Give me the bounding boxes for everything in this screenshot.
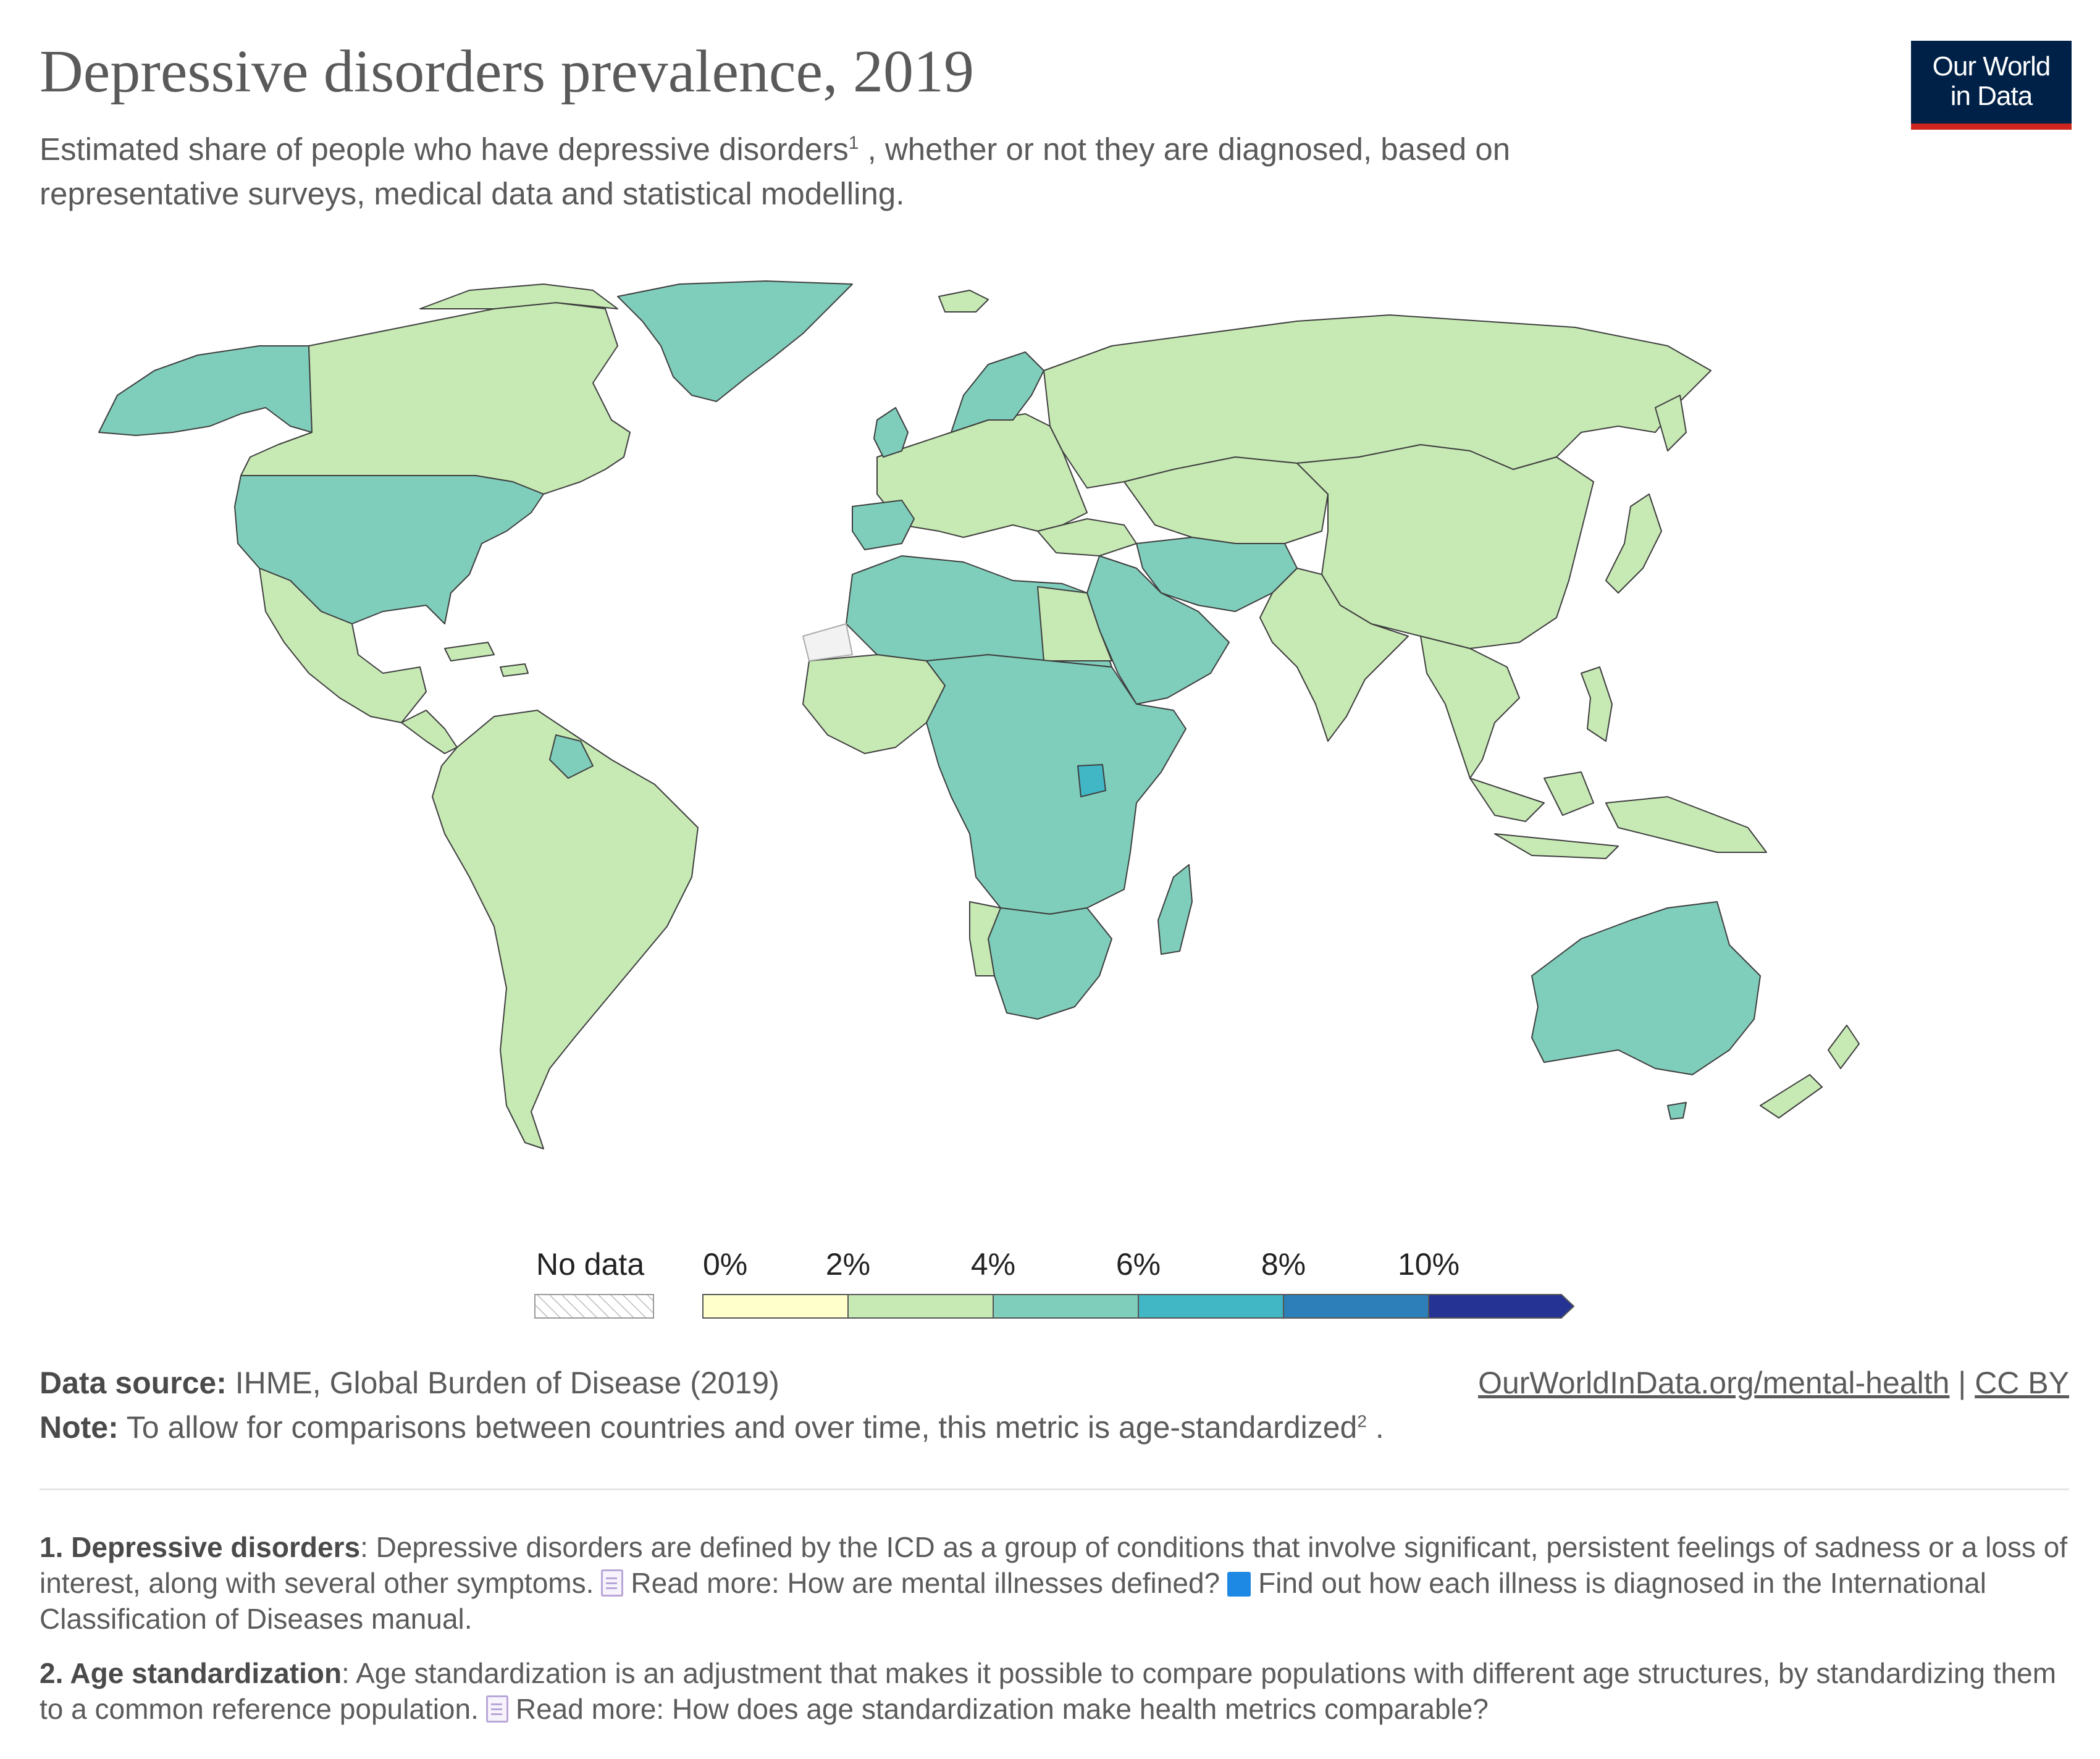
- footnote-1: 1. Depressive disorders: Depressive diso…: [40, 1529, 2072, 1637]
- book-icon: [1227, 1572, 1251, 1597]
- legend-swatch[interactable]: [1283, 1294, 1429, 1319]
- region-greenland[interactable]: [617, 280, 853, 402]
- legend-tick-label: 10%: [1398, 1247, 1460, 1282]
- region-central-asia[interactable]: [1124, 456, 1329, 544]
- region-caribbean[interactable]: [444, 642, 529, 677]
- note-label: Note:: [40, 1410, 119, 1445]
- subtitle-text-1: Estimated share of people who have depre…: [40, 132, 849, 167]
- footer-links: OurWorldInData.org/mental-health | CC BY: [1478, 1365, 2069, 1401]
- fn1-link-2[interactable]: Find out how each illness is diagnosed i…: [40, 1567, 1986, 1635]
- fn1-label: 1. Depressive disorders: [40, 1531, 361, 1563]
- legend-swatch[interactable]: [1138, 1294, 1284, 1319]
- region-japan[interactable]: [1605, 493, 1662, 594]
- region-south-america[interactable]: [432, 710, 699, 1149]
- region-mexico[interactable]: [259, 568, 427, 723]
- legend-swatch[interactable]: [993, 1294, 1139, 1319]
- legend-tick-label: 4%: [971, 1247, 1015, 1282]
- region-kamchatka[interactable]: [1655, 395, 1687, 451]
- data-source: Data source: IHME, Global Burden of Dise…: [40, 1365, 779, 1401]
- region-philippines[interactable]: [1581, 666, 1613, 742]
- fn2-text: : Age standardization is an adjustment t…: [40, 1657, 2057, 1725]
- map-legend: No data 0% 2% 4% 6% 8% 10%: [534, 1247, 1575, 1319]
- region-arctic-islands[interactable]: [419, 283, 618, 309]
- document-icon: [601, 1569, 624, 1597]
- region-tasmania[interactable]: [1667, 1102, 1687, 1120]
- footnote-2: 2. Age standardization: Age standardizat…: [40, 1655, 2072, 1727]
- region-iceland[interactable]: [938, 290, 989, 313]
- region-west-africa[interactable]: [802, 654, 946, 754]
- legend-no-data-label: No data: [536, 1247, 644, 1282]
- source-link[interactable]: OurWorldInData.org/mental-health: [1478, 1366, 1950, 1400]
- logo-line-1: Our World: [1932, 51, 2051, 82]
- legend-no-data-swatch[interactable]: [534, 1294, 654, 1319]
- legend-swatch[interactable]: [847, 1294, 994, 1319]
- legend-tick-label: 2%: [826, 1247, 870, 1282]
- region-egypt[interactable]: [1037, 586, 1112, 661]
- footer-divider: [40, 1488, 2069, 1490]
- owid-logo[interactable]: Our World in Data: [1911, 41, 2072, 130]
- chart-title: Depressive disorders prevalence, 2019: [40, 38, 975, 105]
- footnote-ref-1[interactable]: 1: [848, 133, 859, 153]
- region-namibia[interactable]: [969, 901, 1001, 976]
- region-new-zealand[interactable]: [1760, 1025, 1860, 1119]
- legend-tick-label: 0%: [703, 1247, 747, 1282]
- fn1-text: : Depressive disorders are defined by th…: [40, 1531, 2068, 1599]
- fn1-link-1[interactable]: Read more: How are mental illnesses defi…: [631, 1567, 1220, 1599]
- region-indonesia[interactable]: [1469, 771, 1767, 859]
- chart-subtitle: Estimated share of people who have depre…: [40, 121, 1707, 216]
- note-text: To allow for comparisons between countri…: [118, 1410, 1358, 1445]
- legend-swatch[interactable]: [702, 1294, 849, 1319]
- region-guianas[interactable]: [549, 734, 594, 779]
- note-end: .: [1366, 1410, 1384, 1445]
- legend-tick-label: 6%: [1116, 1247, 1161, 1282]
- region-western-sahara[interactable]: [802, 623, 853, 661]
- region-alaska[interactable]: [98, 345, 313, 436]
- region-southern-africa[interactable]: [988, 907, 1112, 1020]
- region-uk[interactable]: [873, 407, 909, 458]
- legend-swatch-open[interactable]: [1428, 1294, 1575, 1319]
- source-text: IHME, Global Burden of Disease (2019): [226, 1366, 779, 1400]
- fn2-label: 2. Age standardization: [40, 1657, 342, 1689]
- region-iberia[interactable]: [852, 500, 915, 550]
- footnote-ref-2[interactable]: 2: [1357, 1411, 1367, 1431]
- region-central-africa[interactable]: [926, 654, 1186, 915]
- region-southeast-asia[interactable]: [1420, 636, 1520, 779]
- region-madagascar[interactable]: [1157, 864, 1193, 955]
- region-australia[interactable]: [1531, 901, 1761, 1075]
- chart-note: Note: To allow for comparisons between c…: [40, 1409, 1384, 1445]
- region-central-america[interactable]: [401, 710, 458, 754]
- legend-bins: 0% 2% 4% 6% 8% 10%: [702, 1247, 1575, 1319]
- source-label: Data source:: [40, 1366, 227, 1400]
- logo-line-2: in Data: [1950, 81, 2033, 111]
- license-link[interactable]: CC BY: [1975, 1366, 2069, 1400]
- fn2-link-1[interactable]: Read more: How does age standardization …: [515, 1693, 1489, 1725]
- region-india[interactable]: [1259, 568, 1409, 742]
- link-separator: |: [1949, 1366, 1975, 1400]
- world-map[interactable]: [0, 259, 2100, 1211]
- legend-tick-label: 8%: [1261, 1247, 1306, 1282]
- document-icon: [485, 1695, 508, 1723]
- subtitle-text-2: , whether or not they are diagnosed, bas…: [40, 132, 1511, 211]
- region-uganda[interactable]: [1077, 764, 1106, 797]
